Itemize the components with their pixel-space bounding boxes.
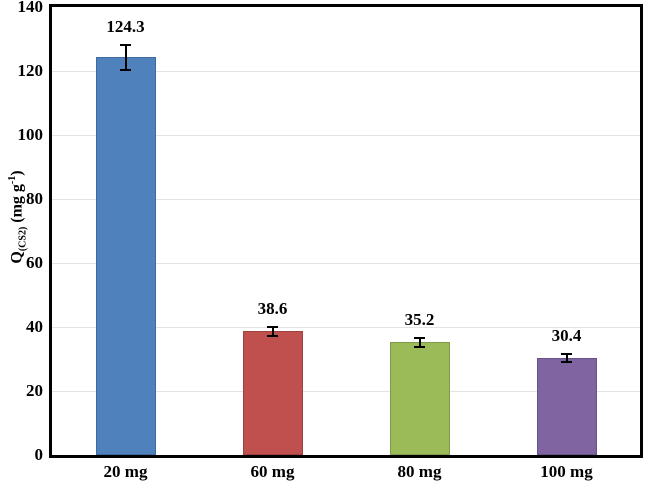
y-axis-title-superscript: -1 [7,175,18,185]
y-tick-label-40: 40 [26,317,43,336]
gridline-80 [52,199,640,200]
error-bar-60-mg [267,326,278,337]
y-axis-title-subscript: (CS2) [17,226,29,252]
bar-value-label-100-mg: 30.4 [551,325,582,345]
bar-80-mg [389,342,450,455]
x-tick-label-20-mg: 20 mg [103,462,148,481]
bar-value-label-20-mg: 124.3 [106,16,145,36]
error-bar-line [418,336,421,349]
bar-60-mg [242,331,303,455]
bar-value-label-80-mg: 35.2 [404,309,435,329]
error-bar-line [124,43,127,71]
y-axis-title-end: ) [8,170,26,176]
y-tick-label-140: 140 [17,0,44,16]
y-tick-label-0: 0 [34,445,44,464]
y-tick-label-20: 20 [26,381,43,400]
gridline-20 [52,391,640,392]
y-tick-label-100: 100 [17,125,44,144]
error-bar-cap-top [561,352,572,355]
error-bar-cap-bottom [267,334,278,337]
error-bar-cap-bottom [120,68,131,71]
y-tick-label-120: 120 [17,61,44,80]
x-tick-label-80-mg: 80 mg [397,462,442,481]
error-bar-line [271,326,274,337]
x-tick-label-60-mg: 60 mg [250,462,295,481]
y-axis-title: Q(CS2) (mg g-1) [2,117,29,317]
error-bar-cap-bottom [414,346,425,349]
error-bar-cap-top [414,336,425,339]
plot-area: 124.3 38.6 35.2 30.4 [49,4,643,458]
gridline-60 [52,263,640,264]
error-bar-20-mg [120,43,131,71]
y-tick-label-60: 60 [26,253,43,272]
y-tick-label-80: 80 [26,189,43,208]
error-bar-line [565,352,568,363]
gridline-40 [52,327,640,328]
error-bar-80-mg [414,336,425,349]
error-bar-cap-bottom [561,360,572,363]
error-bar-cap-top [120,43,131,46]
gridline-100 [52,135,640,136]
bar-100-mg [536,357,597,455]
error-bar-100-mg [561,352,572,363]
error-bar-cap-top [267,326,278,329]
bar-20-mg [95,57,156,455]
bar-value-label-60-mg: 38.6 [257,299,288,319]
x-tick-label-100-mg: 100 mg [540,462,593,481]
gridline-120 [52,71,640,72]
